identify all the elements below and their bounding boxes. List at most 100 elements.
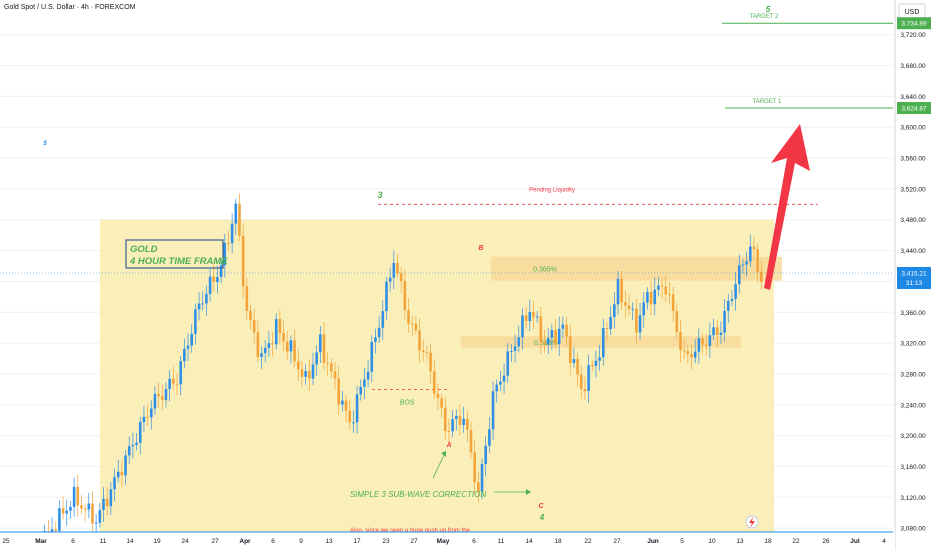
- candle-body: [730, 298, 734, 301]
- lightning-glyph-icon: [749, 517, 755, 528]
- price-tick-label: 3,480.00: [900, 217, 926, 224]
- candle-body: [414, 323, 418, 331]
- candle-body: [124, 455, 127, 476]
- candle-body: [396, 262, 399, 274]
- candle-body: [377, 327, 381, 338]
- candle-body: [230, 223, 234, 244]
- candle-body: [172, 378, 175, 384]
- candle-body: [671, 294, 675, 312]
- time-tick-label: 10: [708, 538, 716, 545]
- candle-body: [341, 400, 344, 405]
- candle-body: [58, 508, 61, 531]
- price-tick-label: 3,640.00: [900, 94, 926, 101]
- time-tick-label: 11: [100, 538, 107, 545]
- time-tick-label: 22: [584, 538, 592, 545]
- candle-body: [609, 317, 612, 329]
- candle-body: [635, 308, 638, 333]
- candle-body: [693, 351, 697, 358]
- candle-body: [686, 350, 690, 355]
- candle-body: [76, 486, 80, 506]
- candle-body: [517, 337, 521, 347]
- fib-box: [461, 336, 741, 348]
- candle-body: [421, 350, 425, 352]
- candle-body: [734, 284, 737, 299]
- candle-body: [186, 345, 190, 349]
- candle-body: [528, 311, 532, 322]
- time-tick-label: 13: [736, 538, 744, 545]
- candle-body: [708, 335, 712, 347]
- candle-body: [392, 262, 396, 278]
- candle-body: [484, 445, 487, 465]
- time-tick-label: 14: [126, 538, 134, 545]
- time-tick-label: 17: [353, 538, 361, 545]
- target-label: TARGET 1: [753, 99, 782, 105]
- candle-body: [138, 422, 142, 443]
- candle-body: [355, 394, 359, 423]
- candle-body: [149, 408, 153, 418]
- candle-body: [568, 336, 572, 364]
- candle-body: [447, 430, 451, 432]
- candle-body: [660, 285, 664, 287]
- candle-body: [304, 371, 307, 377]
- candle-body: [613, 304, 616, 318]
- time-tick-label: May: [437, 538, 450, 545]
- candle-body: [631, 308, 634, 310]
- candle-body: [502, 375, 506, 382]
- time-tick-label: 24: [181, 538, 189, 545]
- candle-body: [638, 315, 642, 333]
- candle-body: [274, 319, 278, 345]
- candle-body: [359, 386, 363, 395]
- candle-body: [363, 379, 366, 387]
- candle-body: [473, 452, 476, 483]
- candle-body: [723, 310, 726, 333]
- candle-body: [201, 303, 205, 305]
- candle-body: [366, 371, 370, 380]
- candle-body: [113, 477, 116, 490]
- time-tick-label: 9: [299, 538, 303, 545]
- candle-body: [116, 471, 120, 478]
- candle-body: [94, 522, 98, 524]
- candle-body: [701, 338, 704, 345]
- candle-body: [719, 332, 723, 335]
- candle-body: [543, 342, 546, 345]
- time-tick-label: 5: [680, 538, 684, 545]
- price-tick-label: 3,240.00: [900, 402, 926, 409]
- wave-label: 3: [377, 190, 382, 200]
- candle-body: [480, 464, 484, 492]
- candle-body: [263, 347, 267, 354]
- candle-body: [348, 410, 352, 423]
- candle-body: [756, 249, 759, 272]
- chart-title: Gold Spot / U.S. Dollar · 4h · FOREXCOM: [4, 4, 136, 11]
- arrow-head: [441, 451, 446, 457]
- candle-body: [285, 341, 289, 352]
- candle-body: [322, 334, 326, 363]
- time-tick-label: Apr: [239, 538, 251, 545]
- title-box-line1: GOLD: [130, 244, 158, 255]
- candle-body: [194, 309, 197, 334]
- candle-body: [443, 407, 447, 431]
- candle-body: [657, 285, 660, 290]
- candle-body: [50, 529, 54, 532]
- time-tick-label: Jul: [850, 538, 860, 545]
- candle-body: [590, 365, 594, 367]
- candle-body: [712, 327, 715, 336]
- candle-body: [183, 348, 186, 362]
- candle-body: [440, 398, 443, 408]
- candle-body: [594, 360, 598, 366]
- candle-body: [664, 286, 668, 295]
- candle-body: [127, 446, 131, 456]
- candle-body: [256, 332, 260, 358]
- wave-label: C: [538, 503, 544, 510]
- candle-body: [80, 505, 83, 509]
- price-tick-label: 3,560.00: [900, 156, 926, 163]
- candle-body: [352, 422, 355, 424]
- candle-body: [605, 328, 609, 330]
- candle-body: [234, 203, 238, 224]
- candle-body: [737, 265, 741, 285]
- price-tick-label: 3,120.00: [900, 495, 926, 502]
- wave-label: B: [478, 245, 483, 252]
- time-tick-label: 11: [498, 538, 505, 545]
- candle-body: [488, 429, 491, 446]
